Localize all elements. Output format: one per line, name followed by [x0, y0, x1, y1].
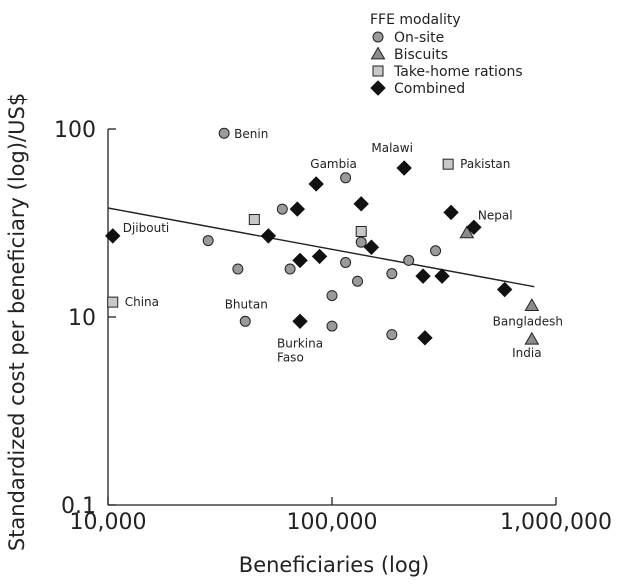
trendline — [107, 207, 535, 288]
legend-label: Combined — [394, 81, 465, 97]
annotation-pakistan: Pakistan — [460, 157, 510, 171]
data-point-diamond — [417, 330, 433, 346]
legend-marker-circle — [372, 31, 384, 43]
data-point-diamond — [353, 196, 369, 212]
data-point-circle — [284, 263, 296, 275]
legend-marker-triangle — [370, 46, 386, 60]
data-point-circle — [218, 127, 230, 139]
annotation-china: China — [125, 295, 159, 309]
data-point-circle — [202, 235, 214, 247]
point-annotations: Benin Gambia Bhutan Bangladesh India Pakistan… — [123, 127, 563, 364]
data-point-circle — [232, 263, 244, 275]
annotation-line: Burkina — [277, 336, 323, 350]
annotation-gambia: Gambia — [310, 157, 357, 171]
x-axis-title: Beneficiaries (log) — [239, 553, 429, 577]
data-point-circle — [326, 320, 338, 332]
x-tick-label: 10,000 — [70, 510, 147, 535]
data-point-diamond — [396, 160, 412, 176]
legend-label: Take-home rations — [393, 64, 523, 80]
trendline-group — [107, 207, 535, 288]
data-point-diamond — [311, 248, 328, 265]
data-point-circle — [352, 275, 364, 287]
data-point-diamond — [434, 268, 450, 284]
legend-marker-square — [372, 65, 384, 77]
annotation-bangladesh: Bangladesh — [493, 315, 563, 329]
data-point-diamond — [363, 239, 380, 255]
data-point-diamond — [415, 268, 431, 284]
y-tick-label: 10 — [68, 306, 96, 331]
data-point-diamond — [105, 228, 121, 244]
data-point-circle — [276, 203, 288, 215]
y-axis-title: Standardized cost per beneficiary (log)/… — [5, 93, 29, 551]
data-point-square — [248, 214, 260, 226]
annotation-djibouti: Djibouti — [123, 221, 170, 235]
data-point-triangle — [459, 225, 475, 239]
legend-title: FFE modality — [370, 12, 461, 28]
annotation-nepal: Nepal — [478, 208, 513, 222]
data-point-circle — [340, 256, 352, 268]
data-point-diamond — [260, 228, 277, 244]
data-point-circle — [340, 172, 352, 184]
data-point-square — [107, 296, 119, 308]
legend-marker-diamond — [370, 80, 386, 96]
data-point-circle — [403, 254, 415, 266]
data-point-circle — [386, 329, 398, 341]
data-point-diamond — [292, 313, 308, 330]
data-point-diamond — [466, 219, 482, 236]
legend-label: On-site — [394, 30, 444, 46]
annotation-line: Faso — [277, 350, 304, 364]
data-points — [105, 127, 540, 346]
legend-label: Biscuits — [394, 47, 448, 63]
data-point-circle — [239, 315, 251, 327]
annotation-india: India — [512, 346, 541, 360]
y-tick-label: 100 — [54, 118, 96, 143]
data-point-circle — [430, 245, 442, 257]
data-point-diamond — [496, 281, 513, 298]
data-point-diamond — [289, 201, 306, 217]
axes: 0.1 10 100 10,000 100,000 1,000,000 — [54, 118, 612, 535]
data-point-triangle — [524, 331, 540, 345]
y-tick-label: 0.1 — [61, 494, 96, 519]
data-point-circle — [326, 290, 338, 302]
data-point-diamond — [443, 204, 459, 221]
x-tick-label: 1,000,000 — [500, 510, 612, 535]
data-point-square — [355, 225, 367, 237]
annotation-burkina-faso: Burkina Faso — [277, 336, 323, 364]
data-point-circle — [386, 268, 398, 280]
data-point-square — [442, 158, 454, 170]
data-point-diamond — [308, 176, 324, 192]
data-point-diamond — [292, 252, 308, 269]
data-point-circle — [355, 236, 367, 248]
x-tick-label: 100,000 — [287, 510, 378, 535]
annotation-malawi: Malawi — [371, 141, 413, 155]
data-point-triangle — [524, 298, 540, 311]
annotation-bhutan: Bhutan — [225, 297, 268, 311]
annotation-benin: Benin — [234, 127, 268, 141]
